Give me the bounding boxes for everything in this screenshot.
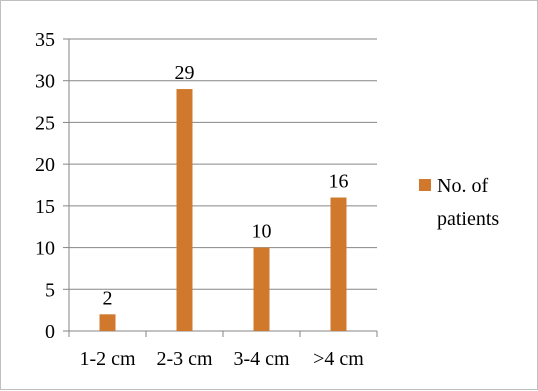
data-label: 10 [252, 221, 272, 243]
bar [330, 197, 347, 331]
legend-label-line-1: No. of [437, 175, 488, 197]
x-axis-tick-labels: 1-2 cm 2-3 cm 3-4 cm >4 cm [79, 348, 364, 370]
x-tick-label: 1-2 cm [79, 348, 136, 370]
bars [99, 89, 347, 331]
legend: No. of patients [419, 175, 499, 230]
data-label: 16 [329, 171, 349, 193]
bar [99, 314, 116, 331]
bar [176, 89, 193, 331]
y-tick-label: 35 [35, 29, 55, 51]
gridlines [63, 38, 378, 337]
x-tick-label: 2-3 cm [156, 348, 213, 370]
y-tick-label: 30 [35, 71, 55, 93]
y-tick-label: 20 [35, 154, 55, 176]
bar [253, 247, 270, 331]
data-label: 29 [175, 62, 195, 84]
y-tick-label: 15 [35, 196, 55, 218]
x-tick-label: >4 cm [313, 348, 364, 370]
y-axis-tick-labels: 0 5 10 15 20 25 30 35 [35, 29, 55, 343]
data-label: 2 [103, 287, 113, 309]
y-tick-label: 10 [35, 238, 55, 260]
x-tick-label: 3-4 cm [233, 348, 290, 370]
legend-label-line-2: patients [437, 208, 499, 230]
data-labels: 2 29 10 16 [103, 62, 349, 309]
y-tick-label: 0 [45, 321, 55, 343]
legend-swatch-no-of-patients [419, 179, 431, 191]
y-tick-label: 5 [45, 279, 55, 301]
y-tick-label: 25 [35, 112, 55, 134]
